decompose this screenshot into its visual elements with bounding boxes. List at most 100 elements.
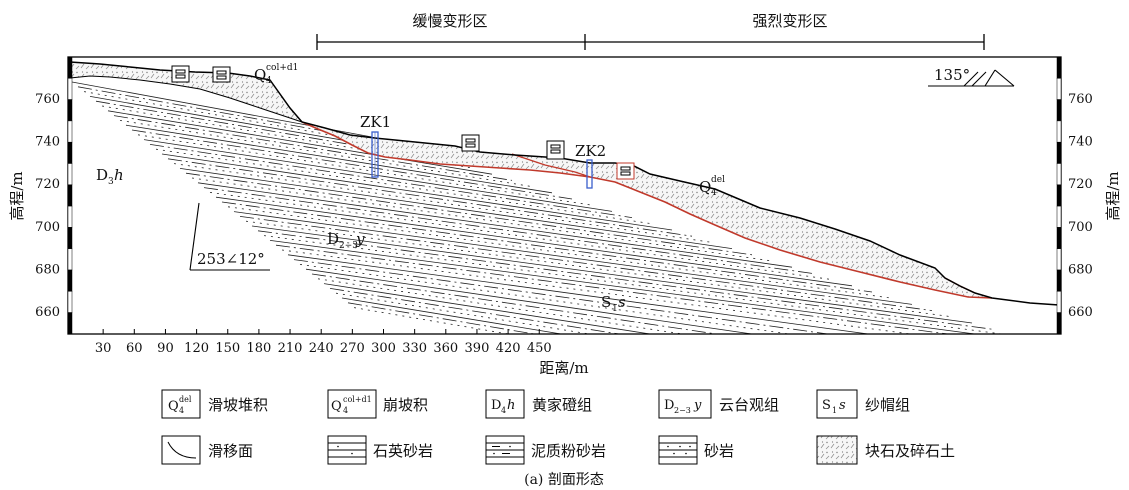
bedding-line	[221, 201, 873, 293]
x-tick-label: 270	[340, 341, 365, 356]
svg-text:col+d1: col+d1	[343, 395, 372, 404]
scale-bar-segment	[67, 312, 73, 335]
bedding-line	[125, 124, 553, 194]
scale-bar-segment	[67, 163, 73, 186]
scale-bar-segment	[1056, 184, 1062, 207]
scale-bar-segment	[1056, 141, 1062, 164]
scale-bar-segment	[67, 205, 73, 228]
svg-text:4: 4	[266, 76, 272, 86]
y-tick-label-right: 660	[1068, 305, 1093, 320]
svg-text:滑移面: 滑移面	[208, 442, 253, 460]
svg-text:D: D	[327, 230, 339, 248]
legend-item-d4h: D 4 h 黄家磴组	[485, 389, 592, 419]
building-icon	[171, 65, 190, 83]
y-tick-label-left: 740	[35, 135, 60, 150]
scale-bar-segment	[1056, 312, 1062, 335]
bedding-line	[233, 211, 913, 305]
x-tick-label: 390	[465, 341, 490, 356]
bedding-line	[275, 244, 951, 334]
scale-bar-segment	[1056, 99, 1062, 122]
svg-text:D: D	[96, 166, 108, 184]
bedding-line	[329, 288, 622, 334]
scale-bar-segment	[1056, 269, 1062, 292]
legend-item-slip: 滑移面	[161, 435, 253, 465]
bedding-line	[341, 297, 564, 334]
legend-item-s1s: S 1 s 纱帽组	[816, 389, 910, 419]
bedding-line	[107, 110, 493, 175]
y-axis-label-left: 高程/m	[8, 171, 26, 220]
scale-bar-segment	[67, 291, 73, 313]
borehole-zk1-label: ZK1	[360, 113, 391, 131]
building-icons	[171, 65, 635, 180]
legend-item-sand: 砂岩	[658, 435, 734, 465]
y-axis-label-right: 高程/m	[1104, 171, 1122, 220]
svg-text:黄家磴组: 黄家磴组	[532, 396, 592, 414]
x-tick-label: 330	[402, 341, 427, 356]
bedding-line	[131, 129, 573, 200]
svg-text:1: 1	[612, 304, 618, 314]
bedding-lines	[71, 81, 1005, 334]
legend-item-quartz: 石英砂岩	[327, 435, 433, 465]
scale-bar-segment	[67, 141, 73, 164]
svg-text:S: S	[822, 398, 831, 413]
building-icon	[212, 66, 231, 83]
strike-symbol	[928, 69, 1015, 87]
svg-text:col+d1: col+d1	[266, 63, 298, 73]
bedding-line	[251, 225, 973, 324]
svg-text:Q: Q	[331, 399, 342, 414]
svg-text:Q: Q	[699, 178, 711, 196]
x-tick-label: 420	[496, 341, 521, 356]
elevation-scale-bars	[67, 56, 1062, 335]
y-tick-label-left: 720	[35, 177, 60, 192]
x-axis-ticks: 30 60 90 120 150 180 210 240 270 300 330 360 390 420 4…	[95, 329, 552, 356]
svg-text:1: 1	[832, 406, 837, 415]
strike-label: 135°	[934, 66, 970, 84]
svg-text:D: D	[491, 398, 501, 413]
legend: Q del 4 滑坡堆积 Q col+d1 4 崩坡积 D 4 h 黄家磴组 D…	[161, 389, 955, 465]
zone-slow-label: 缓慢变形区	[412, 12, 487, 30]
bedding-line	[305, 268, 755, 334]
svg-text:纱帽组: 纱帽组	[865, 396, 910, 414]
scale-bar-segment	[1056, 291, 1062, 313]
bedding-line	[347, 302, 537, 334]
svg-text:s: s	[618, 293, 626, 311]
bedding-line	[113, 115, 513, 181]
scale-bar-segment	[1056, 78, 1062, 100]
svg-text:del: del	[179, 395, 192, 404]
svg-text:4: 4	[343, 406, 348, 415]
svg-text:崩坡积: 崩坡积	[383, 396, 428, 414]
svg-text:石英砂岩: 石英砂岩	[373, 442, 433, 460]
slip-surface	[301, 121, 993, 299]
legend-item-mud: 泥质粉砂岩	[485, 435, 606, 465]
x-tick-label: 60	[126, 341, 143, 356]
label-s1s: S 1 s	[601, 293, 626, 314]
scale-bar-segment	[67, 78, 73, 100]
bedding-line	[323, 283, 653, 334]
svg-text:2−3: 2−3	[339, 241, 358, 251]
scale-bar-segment	[67, 184, 73, 207]
scale-bar-segment	[1056, 227, 1062, 249]
svg-text:S: S	[601, 293, 611, 311]
zone-strong-label: 强烈变形区	[752, 12, 827, 30]
building-icon	[546, 140, 565, 160]
slip-surface-upper	[511, 153, 591, 178]
bedding-line	[257, 230, 993, 330]
y-tick-label-left: 760	[35, 92, 60, 107]
scale-bar-segment	[67, 269, 73, 292]
attitude-label: 253∠12°	[197, 250, 265, 268]
bedding-line	[311, 273, 720, 334]
scale-bar-segment	[67, 227, 73, 249]
svg-text:del: del	[711, 175, 725, 185]
y-tick-label-right: 740	[1068, 135, 1093, 150]
bedding-line	[281, 249, 914, 334]
y-tick-label-right: 680	[1068, 262, 1093, 277]
y-tick-label-right: 700	[1068, 220, 1093, 235]
x-tick-label: 240	[309, 341, 334, 356]
svg-text:3: 3	[108, 177, 114, 187]
scale-bar-segment	[1056, 248, 1062, 271]
legend-item-q4col: Q col+d1 4 崩坡积	[327, 389, 428, 419]
x-tick-label: 360	[433, 341, 458, 356]
attitude-symbol	[189, 202, 270, 271]
colluvium-body	[70, 62, 302, 122]
svg-text:h: h	[507, 398, 515, 413]
